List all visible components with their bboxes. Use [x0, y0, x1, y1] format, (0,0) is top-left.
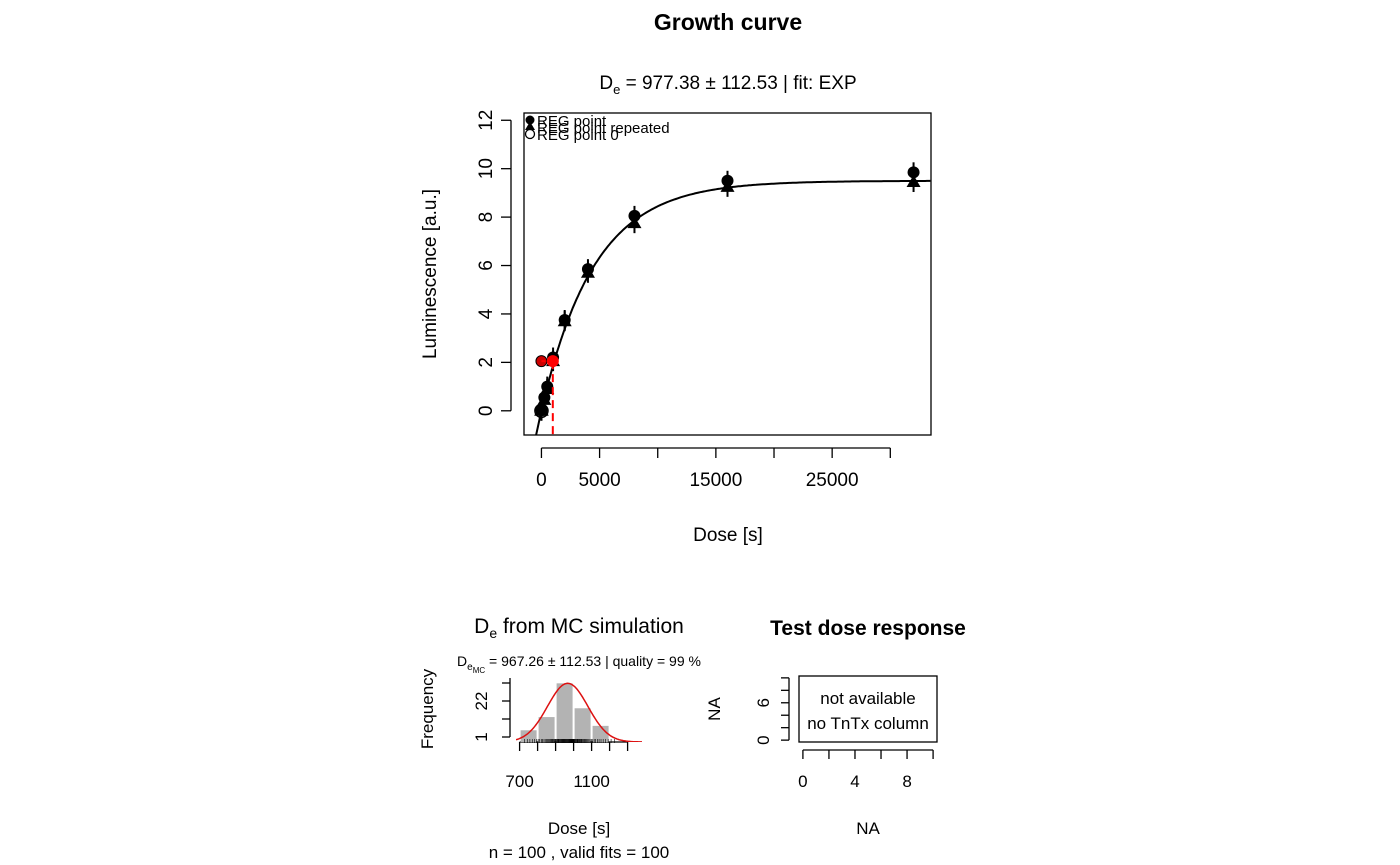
mc-simulation-panel: De from MC simulation DeMC = 967.26 ± 11…	[418, 615, 701, 862]
main-title: Growth curve	[654, 9, 802, 35]
mc-footnote: n = 100 , valid fits = 100	[489, 843, 670, 862]
reg-point-repeated-marker	[580, 265, 595, 278]
de-point-marker	[546, 355, 559, 368]
reg-point-repeated-marker	[557, 314, 572, 327]
y-tick-label: 4	[476, 308, 497, 319]
y-tick-label: 10	[476, 158, 497, 179]
x-tick-label: 8	[902, 772, 911, 791]
test-dose-message-no-tntx: no TnTx column	[807, 714, 929, 733]
growth-curve-y-axis: 0 2 4 6 8 10 12	[476, 110, 512, 417]
legend-entry-reg-point-0: REG point 0	[537, 127, 619, 144]
reg-point-repeated-marker	[537, 392, 552, 405]
mc-normal-curve	[516, 682, 642, 742]
growth-curve-plot-frame	[523, 112, 932, 436]
x-tick-label: 4	[850, 772, 859, 791]
x-tick-label: 5000	[578, 470, 620, 491]
reg-point-repeated-marker	[540, 382, 555, 394]
reg-point-repeated-marker	[534, 403, 549, 416]
growth-curve-y-label: Luminescence [a.u.]	[420, 189, 441, 359]
mc-histogram-bars	[520, 683, 609, 742]
y-tick-label: 6	[476, 260, 497, 271]
mc-x-axis: 700 1100	[505, 741, 629, 791]
growth-curve-subtitle: De = 977.38 ± 112.53 | fit: EXP	[599, 73, 856, 97]
legend-entry-reg-point-repeated: REG point repeated	[537, 120, 670, 137]
histogram-bar	[538, 717, 555, 742]
growth-curve-legend: REG point REG point repeated REG point 0	[524, 113, 670, 144]
x-tick-label: 1100	[573, 772, 610, 791]
y-tick-label: 8	[476, 212, 497, 223]
x-tick-label: 0	[798, 772, 807, 791]
mc-simulation-subtitle: DeMC = 967.26 ± 112.53 | quality = 99 %	[457, 653, 701, 675]
equivalent-dose-marker	[535, 355, 559, 435]
reg-point-repeated-marker	[627, 216, 642, 229]
test-dose-x-label: NA	[856, 819, 880, 838]
growth-curve-fit-line	[535, 179, 931, 435]
test-dose-x-axis: 0 4 8	[798, 749, 934, 791]
growth-curve-x-axis: 0 5000 15000 25000	[536, 447, 891, 491]
x-tick-label: 0	[536, 470, 547, 491]
reg-point-0-triangle	[534, 403, 549, 416]
test-dose-plot-frame	[798, 675, 938, 743]
x-tick-label: 25000	[806, 470, 859, 491]
legend-filled-triangle-icon	[525, 121, 535, 130]
legend-entry-reg-point: REG point	[537, 113, 607, 130]
y-tick-label: 22	[472, 692, 491, 711]
growth-curve-x-label: Dose [s]	[693, 525, 763, 546]
y-tick-label: 6	[754, 698, 773, 707]
y-tick-label: 12	[476, 110, 497, 131]
y-tick-label: 0	[754, 735, 773, 744]
y-tick-label: 0	[476, 406, 497, 417]
mc-y-axis: 1 22	[472, 678, 511, 742]
legend-filled-circle-icon	[525, 115, 535, 125]
y-tick-label: 1	[472, 732, 491, 741]
reg-point-repeated-marker	[906, 175, 921, 187]
mc-simulation-title: De from MC simulation	[474, 615, 684, 641]
test-dose-message-not-available: not available	[820, 689, 915, 708]
histogram-bar	[520, 730, 537, 742]
x-tick-label: 15000	[689, 470, 742, 491]
legend-open-circle-icon	[524, 128, 536, 140]
y-tick-label: 2	[476, 357, 497, 368]
growth-curve-points	[534, 162, 921, 421]
histogram-bar	[592, 725, 609, 742]
x-tick-label: 700	[505, 772, 533, 791]
histogram-bar	[574, 708, 591, 742]
histogram-bar	[556, 683, 573, 742]
test-dose-y-label: NA	[705, 697, 724, 721]
growth-curve-panel: Growth curve De = 977.38 ± 112.53 | fit:…	[420, 9, 932, 546]
reg-point-repeated-marker	[720, 179, 735, 192]
test-dose-response-title: Test dose response	[770, 617, 966, 640]
mc-y-label: Frequency	[418, 668, 437, 749]
mc-rug-marks	[524, 739, 615, 743]
mc-x-label: Dose [s]	[548, 819, 610, 838]
test-dose-y-axis: 06	[754, 677, 790, 745]
